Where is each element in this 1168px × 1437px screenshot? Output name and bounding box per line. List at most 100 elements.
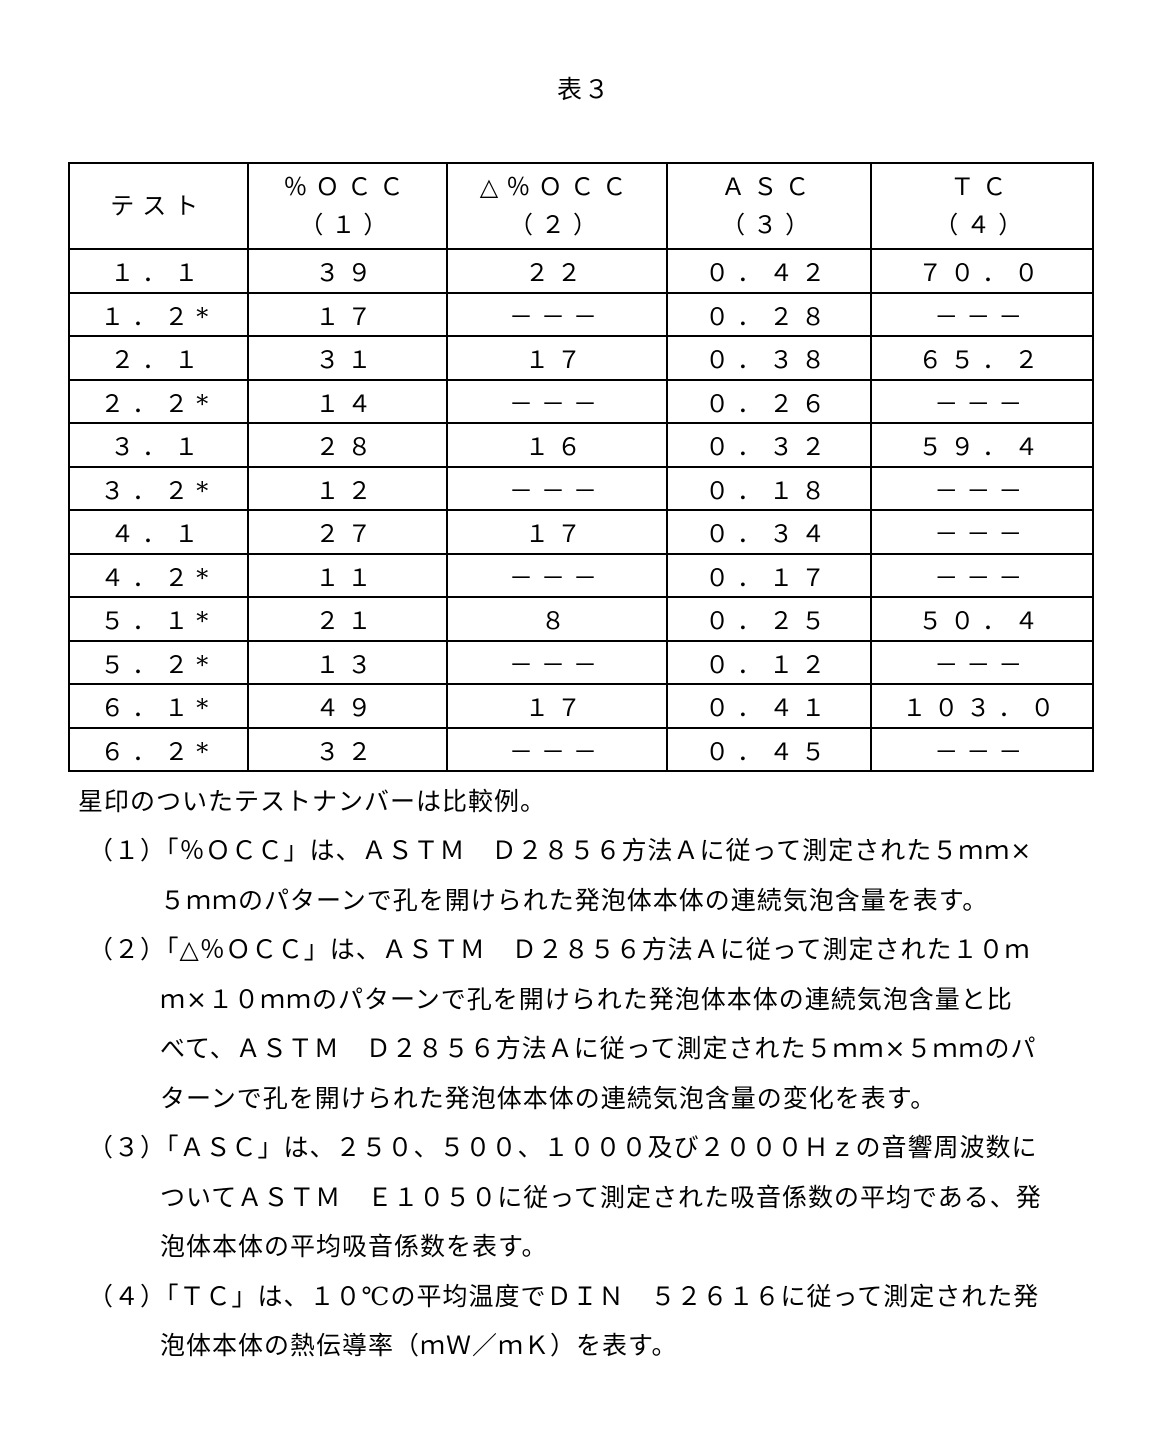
table-cell: ２２ [447,249,667,293]
table-cell: ０．３２ [667,423,872,467]
header-label: ＡＳＣ [668,168,871,206]
header-note-ref: （４） [872,206,1092,244]
table-cell: －－－ [871,641,1093,685]
footnote-line: （２）「△％ＯＣＣ」は、ＡＳＴＭ Ｄ２８５６方法Ａに従って測定された１０ｍ [88,930,1030,966]
table-cell: ０．２５ [667,597,872,641]
table-cell: １７ [248,293,448,337]
table-row: ２．２*１４－－－０．２６－－－ [69,380,1093,424]
table-row: ３．１２８１６０．３２５９．４ [69,423,1093,467]
table-cell: ４．１ [69,510,248,554]
table-cell: －－－ [447,467,667,511]
table-cell: －－－ [871,293,1093,337]
table-cell: ２．１ [69,336,248,380]
column-header: ＡＳＣ（３） [667,163,872,249]
table-cell: ４９ [248,684,448,728]
table-cell: ３１ [248,336,448,380]
table-row: ３．２*１２－－－０．１８－－－ [69,467,1093,511]
table-row: ６．１*４９１７０．４１１０３．０ [69,684,1093,728]
data-table: テスト％ＯＣＣ（１）△％ＯＣＣ（２）ＡＳＣ（３）ＴＣ（４） １．１３９２２０．４… [68,162,1094,772]
table-cell: ３．１ [69,423,248,467]
table-cell: ０．３８ [667,336,872,380]
table-cell: ０．１７ [667,554,872,598]
table-cell: １．２* [69,293,248,337]
table-cell: ７０．０ [871,249,1093,293]
table-cell: ０．４５ [667,728,872,772]
table-row: ２．１３１１７０．３８６５．２ [69,336,1093,380]
asterisk-note: 星印のついたテストナンバーは比較例。 [78,782,546,818]
footnote-line: ついてＡＳＴＭ Ｅ１０５０に従って測定された吸音係数の平均である、発 [160,1178,1042,1214]
table-cell: －－－ [447,293,667,337]
table-cell: －－－ [447,641,667,685]
header-note-ref: （２） [448,206,666,244]
header-label: △％ＯＣＣ [448,168,666,206]
table-cell: ６５．２ [871,336,1093,380]
table-cell: １４ [248,380,448,424]
footnote-line: （４）「ＴＣ」は、１０℃の平均温度でＤＩＮ ５２６１６に従って測定された発 [88,1277,1039,1313]
header-note-ref: （３） [668,206,871,244]
table-cell: ２．２* [69,380,248,424]
footnote-line: 泡体本体の熱伝導率（ｍＷ／ｍＫ）を表す。 [160,1326,678,1362]
table-cell: ４．２* [69,554,248,598]
column-header: △％ＯＣＣ（２） [447,163,667,249]
table-cell: ３９ [248,249,448,293]
table-cell: ２１ [248,597,448,641]
table-cell: ０．４２ [667,249,872,293]
table-cell: ５．１* [69,597,248,641]
table-cell: １６ [447,423,667,467]
table-title: 表３ [0,70,1168,106]
table-cell: １１ [248,554,448,598]
table-cell: １３ [248,641,448,685]
footnote-line: ｍ×１０ｍｍのパターンで孔を開けられた発泡体本体の連続気泡含量と比 [160,980,1013,1016]
footnote-line: （１）「％ＯＣＣ」は、ＡＳＴＭ Ｄ２８５６方法Ａに従って測定された５ｍｍ× [88,831,1032,867]
table-row: １．１３９２２０．４２７０．０ [69,249,1093,293]
table-row: ４．２*１１－－－０．１７－－－ [69,554,1093,598]
header-note-ref: （１） [249,206,447,244]
column-header: ％ＯＣＣ（１） [248,163,448,249]
header-label: ％ＯＣＣ [249,168,447,206]
table-row: ４．１２７１７０．３４－－－ [69,510,1093,554]
table-cell: －－－ [447,554,667,598]
table-cell: １７ [447,336,667,380]
table-cell: －－－ [871,554,1093,598]
table-cell: ２７ [248,510,448,554]
table-row: ５．１*２１８０．２５５０．４ [69,597,1093,641]
table-cell: １０３．０ [871,684,1093,728]
table-cell: ６．１* [69,684,248,728]
table-cell: ３．２* [69,467,248,511]
table-cell: １７ [447,684,667,728]
table-row: ６．２*３２－－－０．４５－－－ [69,728,1093,772]
column-header: テスト [69,163,248,249]
header-label: ＴＣ [872,168,1092,206]
table-cell: １７ [447,510,667,554]
table-cell: ５０．４ [871,597,1093,641]
table-cell: －－－ [447,380,667,424]
table-cell: １．１ [69,249,248,293]
table-cell: ２８ [248,423,448,467]
footnote-line: （３）「ＡＳＣ」は、２５０、５００、１０００及び２０００Ｈｚの音響周波数に [88,1128,1038,1164]
table-cell: ３２ [248,728,448,772]
table-cell: ０．３４ [667,510,872,554]
table-cell: １２ [248,467,448,511]
table-cell: －－－ [871,728,1093,772]
header-label: テスト [70,187,247,225]
table-cell: －－－ [871,380,1093,424]
table-cell: ０．１８ [667,467,872,511]
table-header-row: テスト％ＯＣＣ（１）△％ＯＣＣ（２）ＡＳＣ（３）ＴＣ（４） [69,163,1093,249]
footnote-line: ターンで孔を開けられた発泡体本体の連続気泡含量の変化を表す。 [160,1079,936,1115]
footnote-line: べて、ＡＳＴＭ Ｄ２８５６方法Ａに従って測定された５ｍｍ×５ｍｍのパ [160,1029,1036,1065]
table-cell: －－－ [447,728,667,772]
table-cell: ０．２６ [667,380,872,424]
table-cell: －－－ [871,510,1093,554]
table-cell: ０．４１ [667,684,872,728]
column-header: ＴＣ（４） [871,163,1093,249]
footnote-line: ５ｍｍのパターンで孔を開けられた発泡体本体の連続気泡含量を表す。 [160,881,988,917]
table-cell: ５．２* [69,641,248,685]
table-cell: ６．２* [69,728,248,772]
table-cell: ８ [447,597,667,641]
footnote-line: 泡体本体の平均吸音係数を表す。 [160,1227,548,1263]
table-row: ５．２*１３－－－０．１２－－－ [69,641,1093,685]
table-cell: －－－ [871,467,1093,511]
table-cell: ０．２８ [667,293,872,337]
table-cell: ０．１２ [667,641,872,685]
table-row: １．２*１７－－－０．２８－－－ [69,293,1093,337]
